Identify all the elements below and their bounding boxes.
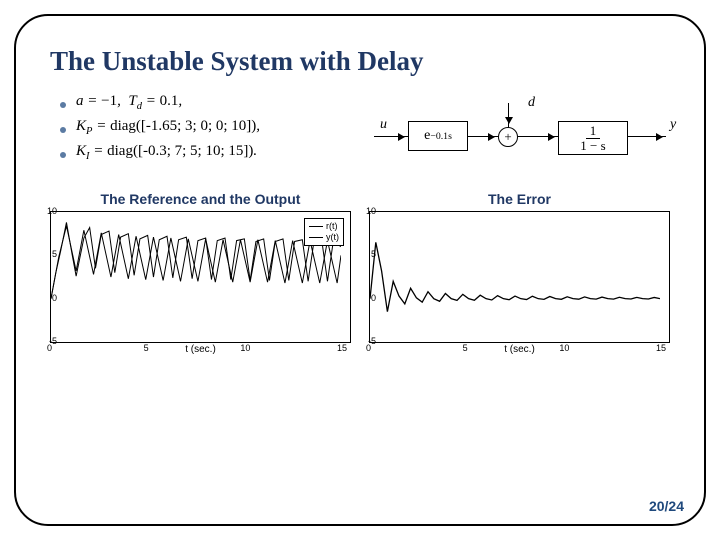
signal-y: y xyxy=(670,117,676,133)
mid-row: a = −1, Td = 0.1, KP = diag([-1.65; 3; 0… xyxy=(50,91,670,181)
bullet-item: KI = diag([-0.3; 7; 5; 10; 15]). xyxy=(60,143,350,162)
arrow-icon xyxy=(374,136,408,137)
plant-block: 1 1 − s xyxy=(558,121,628,155)
bullet-text: KP = diag([-1.65; 3; 0; 0; 10]), xyxy=(76,118,260,137)
bullet-dot-icon xyxy=(60,152,66,158)
right-plot-wrap: The Error 051015-50510 t (sec.) xyxy=(369,191,670,355)
x-axis-label: t (sec.) xyxy=(369,344,670,355)
plots-row: The Reference and the Output r(t) y(t) 0… xyxy=(50,191,670,355)
x-axis-label: t (sec.) xyxy=(50,344,351,355)
bullet-dot-icon xyxy=(60,127,66,133)
bullet-text: KI = diag([-0.3; 7; 5; 10; 15]). xyxy=(76,143,257,162)
slide-title: The Unstable System with Delay xyxy=(50,46,670,77)
bullet-dot-icon xyxy=(60,102,66,108)
arrow-icon xyxy=(628,136,666,137)
block-diagram: u e−0.1s + d 1 1 − s y xyxy=(368,91,670,181)
legend: r(t) y(t) xyxy=(304,218,344,246)
transfer-fraction: 1 1 − s xyxy=(576,124,609,152)
left-plot-wrap: The Reference and the Output r(t) y(t) 0… xyxy=(50,191,351,355)
arrow-icon xyxy=(468,136,498,137)
delay-block: e−0.1s xyxy=(408,121,468,151)
signal-d: d xyxy=(528,95,535,111)
bullet-text: a = −1, Td = 0.1, xyxy=(76,93,182,112)
sum-node: + xyxy=(498,127,518,147)
bullet-list: a = −1, Td = 0.1, KP = diag([-1.65; 3; 0… xyxy=(50,91,350,168)
signal-u: u xyxy=(380,117,387,133)
plot-title: The Reference and the Output xyxy=(50,191,351,207)
left-plot: r(t) y(t) 051015-50510 xyxy=(50,211,351,343)
arrow-icon xyxy=(518,136,558,137)
bullet-item: KP = diag([-1.65; 3; 0; 0; 10]), xyxy=(60,118,350,137)
bullet-item: a = −1, Td = 0.1, xyxy=(60,93,350,112)
arrow-icon xyxy=(508,103,509,127)
right-plot: 051015-50510 xyxy=(369,211,670,343)
page-number: 20/24 xyxy=(649,498,684,514)
slide-frame: The Unstable System with Delay a = −1, T… xyxy=(14,14,706,526)
plot-title: The Error xyxy=(369,191,670,207)
